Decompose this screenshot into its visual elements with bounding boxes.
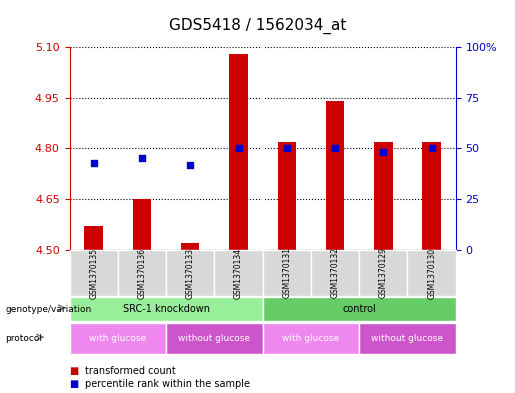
Bar [133,199,151,250]
Text: GSM1370133: GSM1370133 [186,247,195,299]
Text: without glucose: without glucose [178,334,250,343]
Point [90,160,98,166]
Point [283,145,291,151]
Text: GDS5418 / 1562034_at: GDS5418 / 1562034_at [169,18,346,34]
Point [427,145,436,151]
Text: percentile rank within the sample: percentile rank within the sample [85,379,250,389]
Text: GSM1370132: GSM1370132 [331,248,339,298]
Text: without glucose: without glucose [371,334,443,343]
Point [331,145,339,151]
Bar [278,141,296,250]
Text: ■: ■ [70,366,79,376]
Bar [422,141,441,250]
Bar [84,226,103,250]
Bar [181,243,199,250]
Text: GSM1370129: GSM1370129 [379,248,388,298]
Text: GSM1370131: GSM1370131 [282,248,291,298]
Text: GSM1370136: GSM1370136 [138,247,146,299]
Text: SRC-1 knockdown: SRC-1 knockdown [123,304,210,314]
Text: GSM1370134: GSM1370134 [234,247,243,299]
Bar [229,54,248,250]
Text: protocol: protocol [5,334,42,343]
Text: ■: ■ [70,379,79,389]
Text: GSM1370135: GSM1370135 [89,247,98,299]
Text: genotype/variation: genotype/variation [5,305,91,314]
Bar [374,141,392,250]
Text: control: control [342,304,376,314]
Bar [326,101,344,250]
Text: GSM1370130: GSM1370130 [427,247,436,299]
Text: with glucose: with glucose [282,334,339,343]
Text: transformed count: transformed count [85,366,176,376]
Text: with glucose: with glucose [89,334,146,343]
Point [379,149,387,156]
Point [138,155,146,162]
Point [234,145,243,151]
Point [186,162,194,168]
